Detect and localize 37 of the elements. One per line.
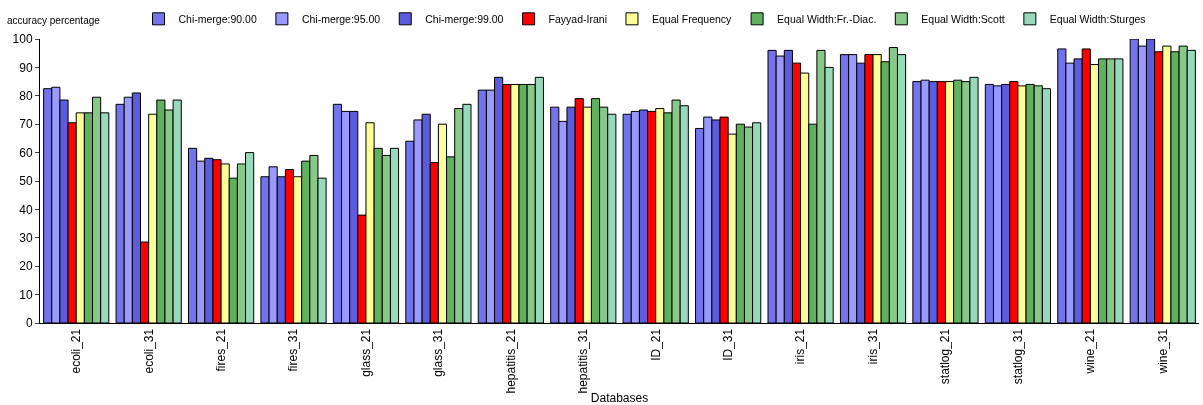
legend-label: Chi-merge:99.00 xyxy=(425,12,504,25)
x-tick-label: glass_31 xyxy=(431,328,446,377)
y-tick-label: 30 xyxy=(19,231,33,245)
x-tick-label: ID_31 xyxy=(721,328,736,361)
x-tick-label: fires_21 xyxy=(213,328,228,372)
x-tick-label: iris_31 xyxy=(865,328,880,365)
x-tick-label: hepatitis_31 xyxy=(576,328,591,394)
legend-label: Equal Width:Scott xyxy=(921,12,1005,25)
legend-label: Chi-merge:90.00 xyxy=(178,12,257,25)
y-tick-label: 90 xyxy=(19,60,33,75)
x-tick-label: statlog_21 xyxy=(938,328,953,385)
x-tick-label: glass_21 xyxy=(358,328,373,377)
y-tick-label: 100 xyxy=(12,32,33,47)
y-tick-label: 10 xyxy=(19,287,33,302)
x-tick-label: statlog_31 xyxy=(1010,328,1025,385)
x-tick-label: ecoli_31 xyxy=(141,328,156,374)
y-tick-label: 80 xyxy=(19,89,33,103)
x-tick-label: wine_21 xyxy=(1083,328,1098,375)
x-tick-label: hepatitis_21 xyxy=(503,328,518,394)
y-axis-title: accuracy percentage xyxy=(7,15,101,26)
x-tick-label: ecoli_21 xyxy=(69,328,84,374)
legend-label: Fayyad-Irani xyxy=(548,12,607,25)
y-tick-label: 0 xyxy=(25,316,33,331)
y-tick-label: 60 xyxy=(19,145,33,160)
legend-label: Equal Width:Fr.-Diac. xyxy=(777,12,877,25)
x-tick-label: fires_31 xyxy=(286,328,301,372)
y-tick-label: 70 xyxy=(19,117,33,132)
x-tick-label: ID_21 xyxy=(648,328,663,361)
x-axis-title: Databases xyxy=(590,391,649,405)
y-tick-label: 50 xyxy=(19,174,33,189)
legend-label: Chi-merge:95.00 xyxy=(301,12,381,25)
legend-label: Equal Width:Sturges xyxy=(1049,12,1146,25)
legend-label: Equal Frequency xyxy=(651,12,733,25)
x-tick-label: wine_31 xyxy=(1155,328,1170,375)
y-tick-label: 40 xyxy=(19,202,33,217)
y-tick-label: 20 xyxy=(19,259,33,274)
x-tick-label: iris_21 xyxy=(793,328,808,365)
